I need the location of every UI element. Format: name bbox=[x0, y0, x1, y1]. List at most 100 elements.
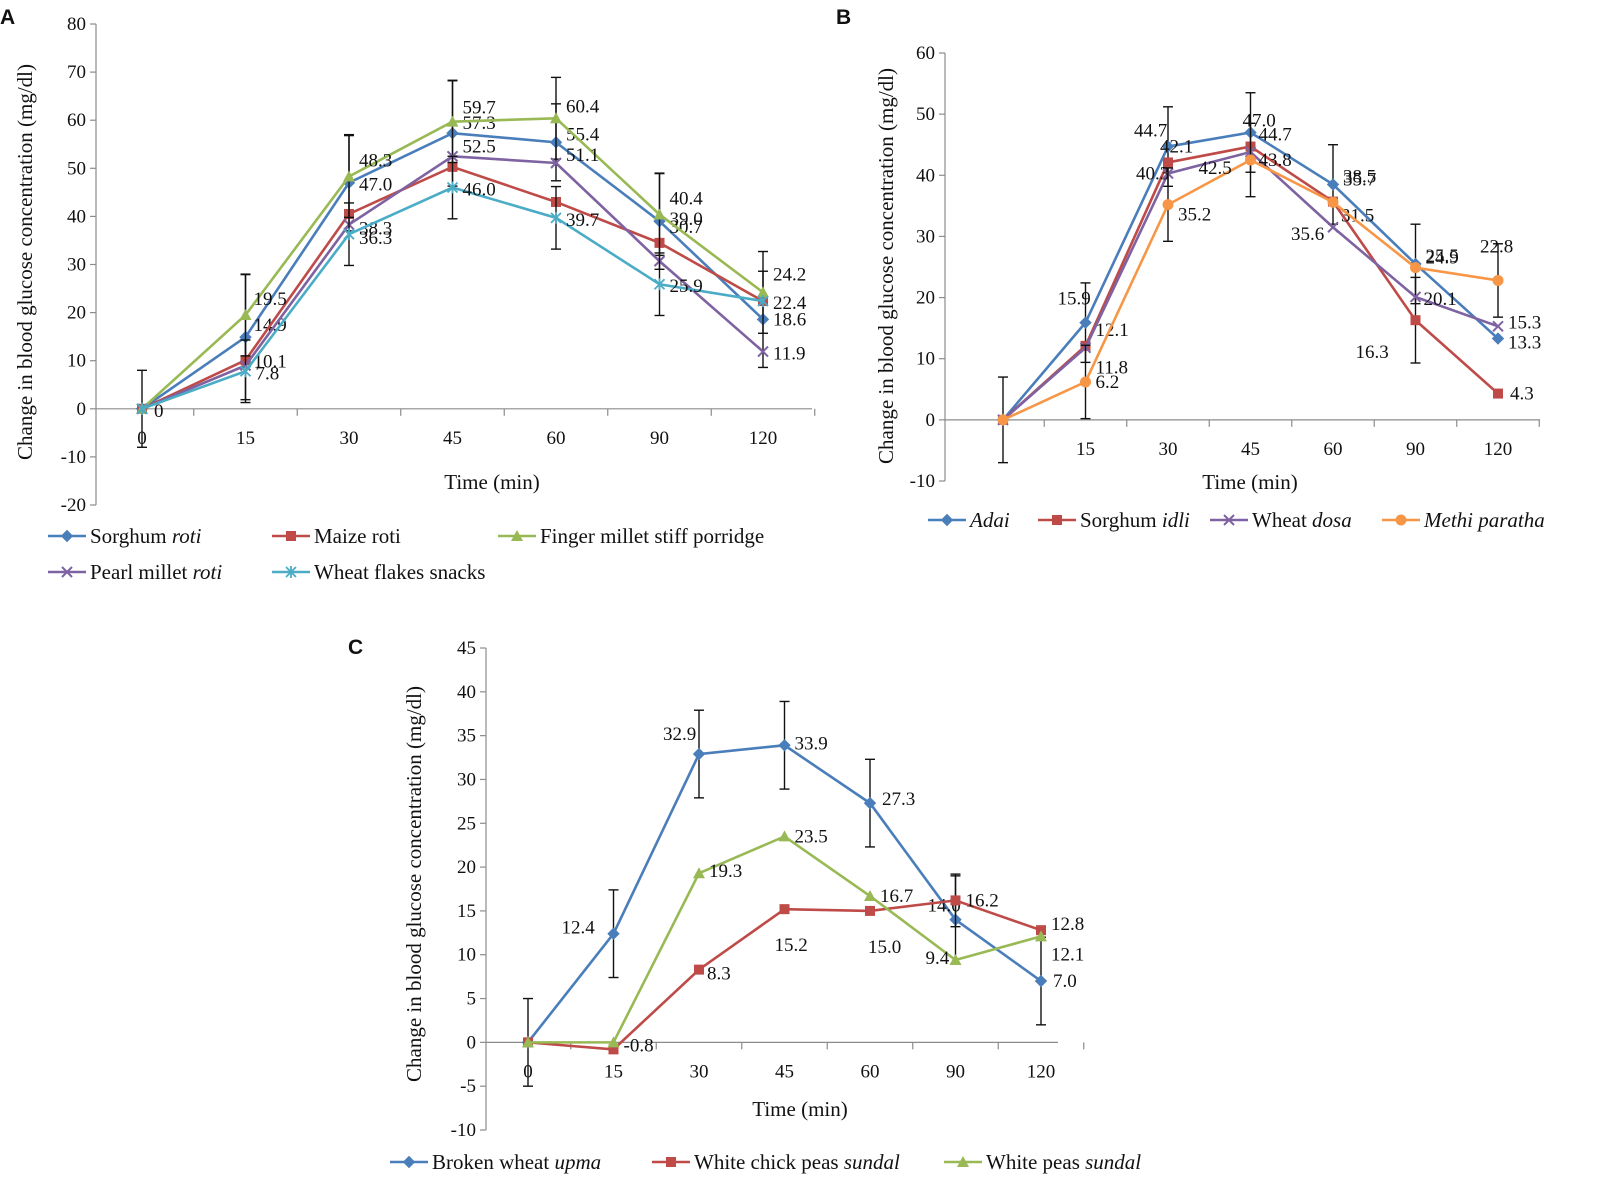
data-point bbox=[997, 414, 1009, 426]
legend-entry: Methi paratha bbox=[1382, 508, 1545, 532]
legend-entry: Wheat flakes snacks bbox=[272, 560, 485, 584]
data-point bbox=[757, 286, 769, 298]
legend-label-name: White peas bbox=[986, 1150, 1085, 1174]
data-point-stroke bbox=[1409, 291, 1422, 303]
x-tick-label: 120 bbox=[749, 428, 778, 449]
data-label: 12.8 bbox=[1051, 914, 1084, 935]
x-tick-label: 15 bbox=[1076, 439, 1095, 460]
legend-label-emphasis: roti bbox=[193, 560, 223, 584]
y-tick-label: 45 bbox=[457, 638, 476, 659]
data-label: 47.0 bbox=[359, 175, 392, 196]
data-point bbox=[692, 747, 706, 761]
y-tick-label: 35 bbox=[457, 726, 476, 747]
y-tick-label: 40 bbox=[916, 165, 935, 186]
legend-swatch-marker bbox=[1052, 515, 1062, 525]
legend-swatch-marker bbox=[1223, 514, 1235, 526]
legend-label-name: Sorghum bbox=[90, 524, 172, 548]
y-tick-label: 10 bbox=[457, 945, 476, 966]
series-adai: 15.944.7 47.038.525.513.3 bbox=[996, 92, 1541, 464]
data-point bbox=[757, 295, 769, 308]
data-point bbox=[136, 402, 148, 415]
data-label: 27.3 bbox=[882, 789, 915, 810]
data-label: 60.4 bbox=[566, 96, 600, 117]
data-point bbox=[1492, 274, 1504, 286]
y-tick-label: 0 bbox=[926, 410, 936, 431]
chart-panel-c: C-10-505101520253035404501530456090120Ti… bbox=[348, 636, 1141, 1174]
y-tick-label: 30 bbox=[916, 226, 935, 247]
data-label: 38.3 bbox=[359, 219, 392, 240]
panel-letter: A bbox=[0, 6, 15, 29]
x-tick-label: 120 bbox=[1484, 439, 1513, 460]
legend-label-name: Broken wheat bbox=[432, 1150, 554, 1174]
data-label: 35.2 bbox=[1178, 205, 1211, 226]
x-tick-label: 90 bbox=[946, 1061, 965, 1082]
legend-swatch-marker bbox=[402, 1155, 416, 1169]
data-label: 25.5 bbox=[1426, 246, 1459, 267]
data-label: -0.8 bbox=[624, 1035, 654, 1056]
data-point bbox=[607, 1036, 620, 1048]
data-point bbox=[1410, 315, 1421, 326]
data-point bbox=[757, 345, 769, 358]
data-point bbox=[446, 115, 459, 127]
x-axis-title: Time (min) bbox=[1202, 470, 1297, 494]
legend-swatch-marker bbox=[957, 1156, 969, 1167]
series-line bbox=[526, 743, 1042, 1044]
data-label: 22.8 bbox=[1480, 236, 1513, 257]
legend-label: White peas sundal bbox=[986, 1150, 1141, 1174]
data-point bbox=[1493, 388, 1503, 399]
x-tick-label: 30 bbox=[690, 1061, 709, 1082]
data-label: 15.0 bbox=[868, 937, 901, 958]
legend-swatch-marker bbox=[286, 531, 296, 541]
legend-swatch-marker-stroke bbox=[1223, 514, 1235, 526]
x-tick-label: 45 bbox=[1241, 439, 1260, 460]
legend-label-emphasis: sundal bbox=[844, 1150, 900, 1174]
y-tick-label: 30 bbox=[457, 769, 476, 790]
legend-swatch-marker bbox=[1395, 514, 1407, 526]
legend-entry: White peas sundal bbox=[944, 1150, 1141, 1174]
legend-label-name: Pearl millet bbox=[90, 560, 193, 584]
y-tick-label: -10 bbox=[451, 1120, 476, 1141]
y-axis-title: Change in blood glucose concentration (m… bbox=[402, 686, 426, 1082]
legend-label-emphasis: sundal bbox=[1085, 1150, 1141, 1174]
data-point bbox=[1409, 291, 1422, 303]
data-label: 12.4 bbox=[562, 918, 596, 939]
y-tick-label: 20 bbox=[916, 288, 935, 309]
legend-label: Pearl millet roti bbox=[90, 560, 222, 584]
chart-panel-a: A -20 -10 0 10 20 30 40 50 60 70 80 0 15 30 45 60 90 120 Ti… bbox=[0, 6, 816, 584]
y-tick-label: 30 bbox=[67, 255, 86, 276]
legend-label-emphasis: idli bbox=[1162, 508, 1190, 532]
data-point bbox=[778, 830, 791, 842]
data-point bbox=[1161, 140, 1175, 153]
data-label: 33.9 bbox=[795, 733, 828, 754]
legend-entry: Finger millet stiff porridge bbox=[498, 524, 764, 548]
data-label: 24.9 bbox=[1426, 248, 1459, 269]
data-label: 35.7 bbox=[1343, 170, 1376, 191]
data-point bbox=[1245, 154, 1256, 166]
data-label: 36.3 bbox=[359, 228, 392, 249]
data-label: 15.3 bbox=[1508, 312, 1541, 333]
legend-label: Wheat dosa bbox=[1252, 508, 1352, 532]
data-point bbox=[778, 739, 791, 752]
data-label: 7.8 bbox=[256, 363, 280, 384]
y-tick-label: 80 bbox=[67, 14, 86, 35]
legend-entry: Adai bbox=[928, 508, 1010, 532]
data-point bbox=[1163, 157, 1173, 168]
legend-entry: Maize roti bbox=[272, 524, 401, 548]
legend-entry: Sorghum roti bbox=[48, 524, 202, 548]
data-label: 30.7 bbox=[670, 217, 703, 238]
x-tick-label: 60 bbox=[547, 428, 566, 449]
data-point bbox=[239, 365, 252, 378]
legend-entry: Sorghum idli bbox=[1038, 508, 1190, 532]
y-tick-label: -10 bbox=[61, 447, 86, 468]
y-tick-label: 40 bbox=[67, 206, 86, 227]
data-label: 44.7 bbox=[1259, 125, 1292, 146]
data-label: 24.2 bbox=[773, 264, 806, 285]
x-tick-label: 30 bbox=[1159, 439, 1178, 460]
data-label: 55.4 bbox=[566, 124, 600, 145]
legend-label-emphasis: Methi paratha bbox=[1423, 508, 1545, 532]
legend-label-name: Maize roti bbox=[314, 524, 401, 548]
x-tick-label: 15 bbox=[236, 428, 255, 449]
x-tick-label: 15 bbox=[604, 1061, 623, 1082]
data-point bbox=[1035, 930, 1047, 942]
